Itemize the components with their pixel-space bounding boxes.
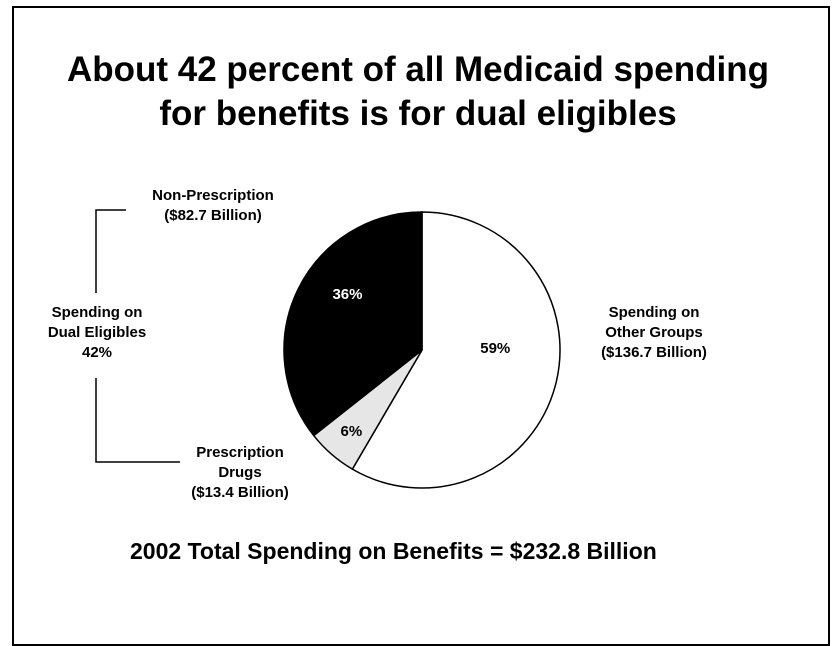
label-dual-eligibles-line-2: Dual Eligibles	[47, 324, 147, 341]
pie-chart: 59% 6% 36%	[95, 209, 561, 489]
chart-title-line-2: for benefits is for dual eligibles	[159, 94, 677, 133]
chart-title-line-1: About 42 percent of all Medicaid spendin…	[66, 50, 770, 89]
pie-slice-value-labels: 59% 6% 36%	[332, 286, 510, 440]
label-dual-eligibles: Spending on Dual Eligibles 42%	[22, 303, 172, 363]
label-other-groups-line-1: Spending on	[608, 304, 700, 321]
label-prescription-drugs-line-2: Drugs	[218, 464, 262, 481]
chart-title: About 42 percent of all Medicaid spendin…	[0, 48, 836, 136]
pie-slice-other	[351, 211, 561, 489]
pie-value-label-rx: 6%	[341, 423, 363, 440]
label-dual-eligibles-line-1: Spending on	[51, 304, 143, 321]
label-other-groups-line-3: ($136.7 Billion)	[601, 344, 707, 361]
pie-value-label-other: 59%	[480, 340, 510, 357]
label-non-prescription-line-1: Non-Prescription	[152, 187, 274, 204]
label-other-groups-line-2: Other Groups	[605, 324, 703, 341]
pie-slices	[283, 211, 561, 489]
pie-value-label-nonrx: 36%	[332, 286, 362, 303]
label-prescription-drugs-line-3: ($13.4 Billion)	[191, 484, 289, 501]
label-non-prescription: Non-Prescription ($82.7 Billion)	[118, 186, 308, 226]
label-prescription-drugs-line-1: Prescription	[196, 444, 284, 461]
dual-eligibles-bracket	[95, 209, 180, 463]
label-other-groups: Spending on Other Groups ($136.7 Billion…	[570, 303, 738, 363]
pie-slice-nonrx	[283, 211, 423, 437]
label-prescription-drugs: Prescription Drugs ($13.4 Billion)	[160, 443, 320, 503]
total-spending-footer: 2002 Total Spending on Benefits = $232.8…	[130, 538, 657, 564]
label-dual-eligibles-line-3: 42%	[81, 344, 113, 361]
label-non-prescription-line-2: ($82.7 Billion)	[164, 207, 262, 224]
